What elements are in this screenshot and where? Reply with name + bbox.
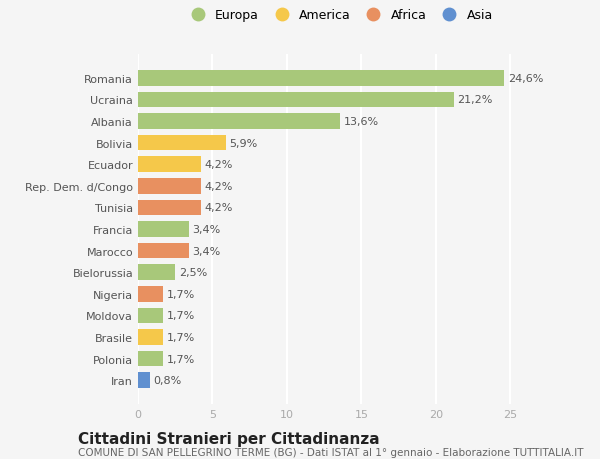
Bar — [138, 373, 150, 388]
Text: 4,2%: 4,2% — [204, 160, 233, 170]
Bar — [138, 243, 188, 259]
Text: 5,9%: 5,9% — [230, 138, 258, 148]
Bar — [138, 286, 163, 302]
Bar — [138, 135, 226, 151]
Bar — [138, 92, 454, 108]
Bar — [138, 308, 163, 324]
Text: 21,2%: 21,2% — [457, 95, 493, 105]
Bar — [138, 222, 188, 237]
Legend: Europa, America, Africa, Asia: Europa, America, Africa, Asia — [185, 9, 493, 22]
Text: 1,7%: 1,7% — [167, 289, 195, 299]
Text: COMUNE DI SAN PELLEGRINO TERME (BG) - Dati ISTAT al 1° gennaio - Elaborazione TU: COMUNE DI SAN PELLEGRINO TERME (BG) - Da… — [78, 448, 583, 458]
Text: 0,8%: 0,8% — [154, 375, 182, 385]
Bar — [138, 114, 340, 129]
Bar — [138, 330, 163, 345]
Text: 1,7%: 1,7% — [167, 354, 195, 364]
Text: 1,7%: 1,7% — [167, 332, 195, 342]
Text: 2,5%: 2,5% — [179, 268, 207, 278]
Text: 3,4%: 3,4% — [193, 246, 221, 256]
Bar — [138, 351, 163, 367]
Text: 4,2%: 4,2% — [204, 181, 233, 191]
Text: Cittadini Stranieri per Cittadinanza: Cittadini Stranieri per Cittadinanza — [78, 431, 380, 447]
Text: 3,4%: 3,4% — [193, 224, 221, 235]
Text: 13,6%: 13,6% — [344, 117, 379, 127]
Text: 24,6%: 24,6% — [508, 74, 544, 84]
Bar — [138, 200, 200, 216]
Bar — [138, 265, 175, 280]
Text: 1,7%: 1,7% — [167, 311, 195, 321]
Bar — [138, 179, 200, 194]
Bar — [138, 71, 504, 86]
Text: 4,2%: 4,2% — [204, 203, 233, 213]
Bar — [138, 157, 200, 173]
